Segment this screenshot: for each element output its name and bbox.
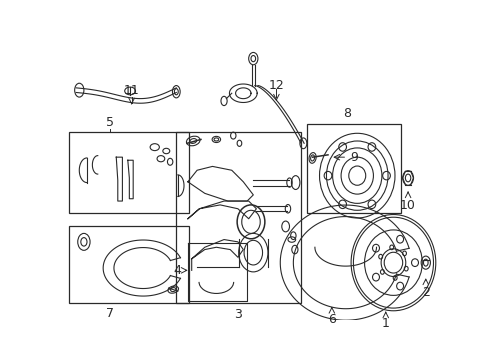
Text: 12: 12 [268,79,284,92]
Bar [176,132,301,303]
Text: 10: 10 [399,199,415,212]
Text: 3: 3 [233,308,242,321]
Bar [306,124,400,213]
Bar [68,132,189,213]
Text: 6: 6 [327,313,335,326]
Bar [68,226,189,303]
Text: 11: 11 [123,85,139,98]
Text: 8: 8 [343,107,350,120]
Text: 9: 9 [349,150,358,164]
Text: 2: 2 [421,286,429,299]
Text: 4: 4 [173,264,182,277]
Text: 7: 7 [106,306,114,320]
Text: 5: 5 [106,116,114,130]
Text: 1: 1 [381,317,389,330]
